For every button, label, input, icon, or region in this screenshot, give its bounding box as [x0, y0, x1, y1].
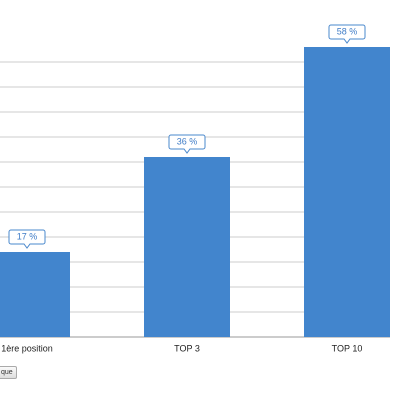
bar: [0, 252, 70, 337]
button[interactable]: que: [0, 366, 17, 379]
value-label: 58 %: [337, 26, 358, 36]
x-tick-label: TOP 3: [174, 343, 200, 353]
value-label: 36 %: [177, 136, 198, 146]
x-tick-label: TOP 10: [332, 343, 363, 353]
x-tick-label: 1ère position: [1, 343, 53, 353]
label-callout: [168, 134, 206, 154]
label-callout: [328, 24, 366, 44]
chart: 1ère position 17 % TOP 3 36 % TOP 10 58 %: [0, 24, 390, 353]
bar: [304, 47, 390, 337]
bar: [144, 157, 230, 337]
value-label: 17 %: [17, 231, 38, 241]
label-callout: [8, 229, 46, 249]
